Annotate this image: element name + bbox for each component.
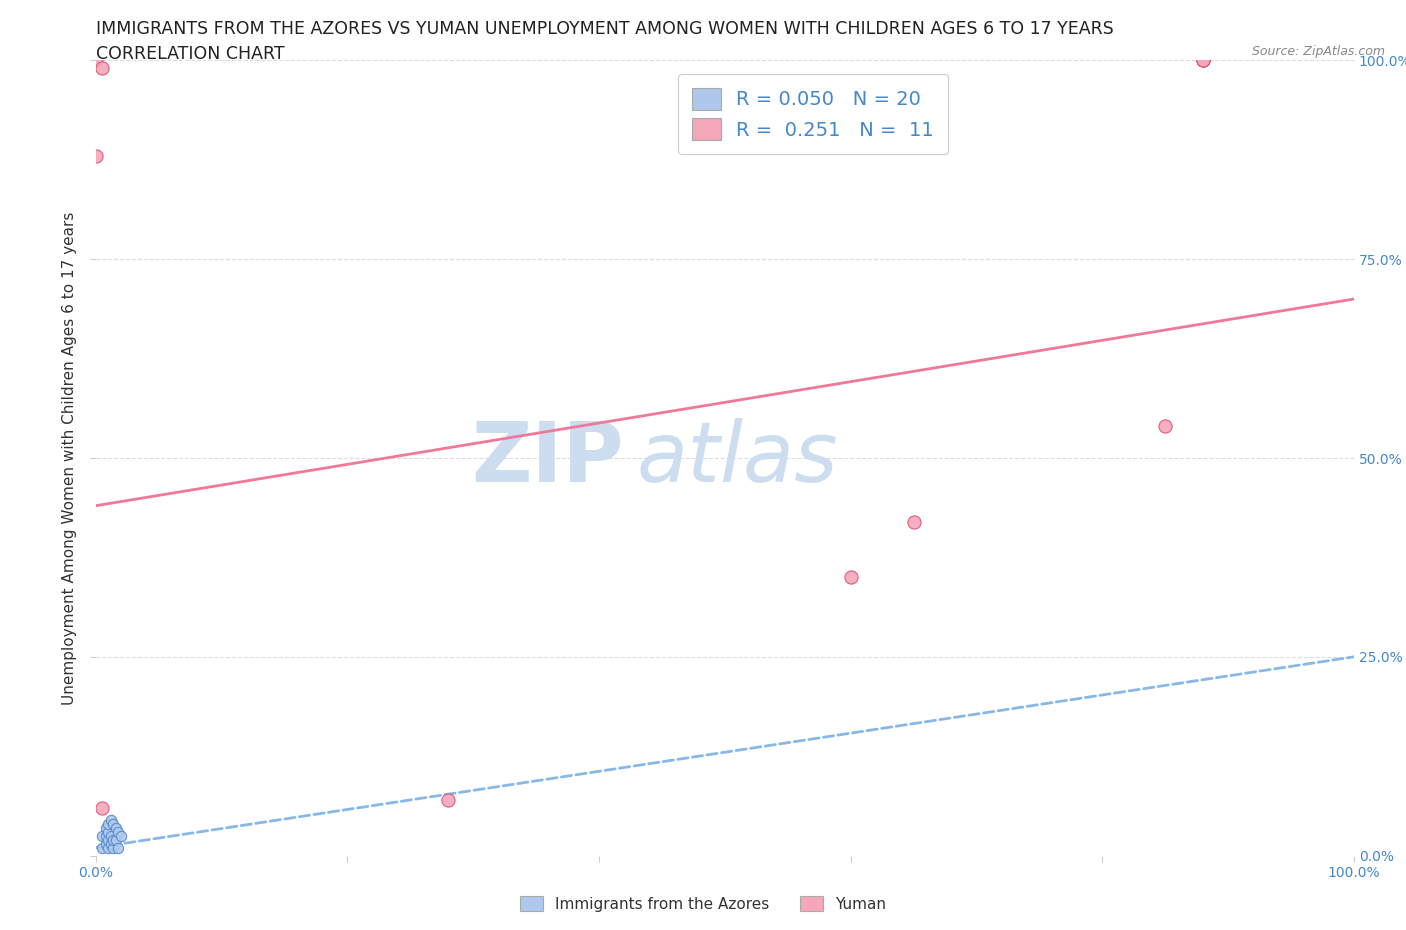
Point <box>103 840 125 855</box>
Point <box>100 836 122 851</box>
Text: atlas: atlas <box>637 418 838 498</box>
Text: IMMIGRANTS FROM THE AZORES VS YUMAN UNEMPLOYMENT AMONG WOMEN WITH CHILDREN AGES : IMMIGRANTS FROM THE AZORES VS YUMAN UNEM… <box>96 20 1114 38</box>
Point <box>1192 53 1215 68</box>
Point <box>100 813 122 828</box>
Point <box>90 829 112 844</box>
Point <box>94 820 117 835</box>
Point <box>1192 53 1215 68</box>
Point <box>104 832 127 847</box>
Point <box>97 824 120 839</box>
Point <box>90 840 112 855</box>
Point <box>1192 53 1215 68</box>
Point <box>97 840 120 855</box>
Point <box>103 817 125 831</box>
Point <box>437 792 460 807</box>
Text: CORRELATION CHART: CORRELATION CHART <box>96 45 284 62</box>
Point <box>107 824 129 839</box>
Legend: R = 0.050   N = 20, R =  0.251   N =  11: R = 0.050 N = 20, R = 0.251 N = 11 <box>678 74 948 154</box>
Point <box>100 829 122 844</box>
Point <box>97 817 120 831</box>
Point <box>104 820 127 835</box>
Point <box>97 832 120 847</box>
Y-axis label: Unemployment Among Women with Children Ages 6 to 17 years: Unemployment Among Women with Children A… <box>62 211 77 705</box>
Point <box>107 840 129 855</box>
Point <box>94 836 117 851</box>
Point <box>94 829 117 844</box>
Point <box>90 61 112 76</box>
Point <box>84 149 107 164</box>
Point <box>839 570 862 585</box>
Legend: Immigrants from the Azores, Yuman: Immigrants from the Azores, Yuman <box>513 889 893 918</box>
Point <box>903 514 925 529</box>
Text: ZIP: ZIP <box>471 418 624 498</box>
Text: Source: ZipAtlas.com: Source: ZipAtlas.com <box>1251 45 1385 58</box>
Point <box>103 832 125 847</box>
Point <box>1154 418 1177 433</box>
Point <box>90 801 112 816</box>
Point <box>84 53 107 68</box>
Point <box>110 829 132 844</box>
